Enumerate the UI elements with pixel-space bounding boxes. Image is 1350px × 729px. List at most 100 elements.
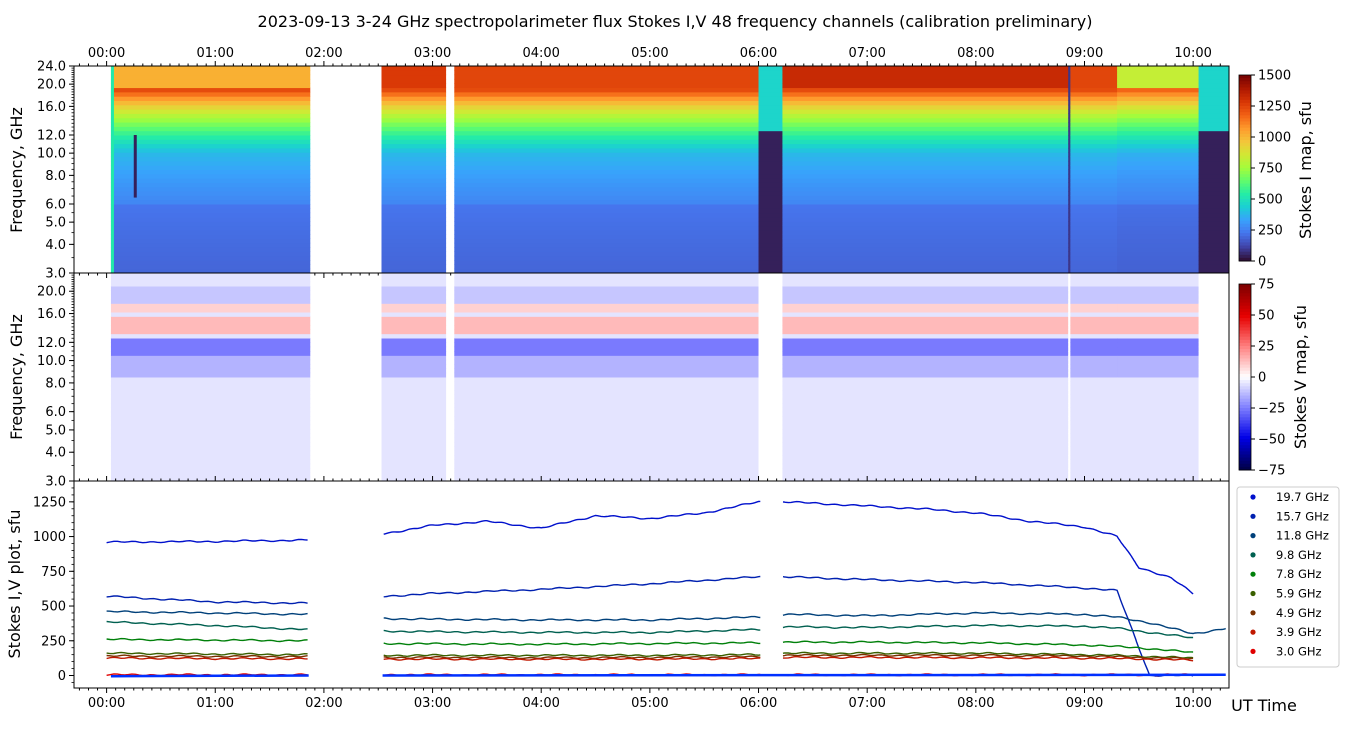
stokes-i-cell xyxy=(1068,264,1071,270)
stokes-v-cell xyxy=(1117,394,1200,400)
stokes-i-cell xyxy=(110,126,311,132)
stokes-i-cell xyxy=(110,139,311,145)
stokes-v-cell xyxy=(1117,342,1200,348)
stokes-v-cell xyxy=(782,390,1069,395)
stokes-i-cell xyxy=(381,104,447,110)
stokes-v-cell xyxy=(758,342,783,348)
stokes-v-cell xyxy=(381,390,447,395)
time-tick-label: 00:00 xyxy=(88,46,125,61)
stokes-i-cell xyxy=(381,186,447,192)
stokes-v-cell xyxy=(110,325,311,330)
stokes-i-cell xyxy=(1117,87,1200,93)
stokes-i-cell xyxy=(1198,251,1229,257)
stokes-i-cell xyxy=(1198,87,1229,93)
stokes-v-cell xyxy=(758,377,783,382)
colorbar-cell xyxy=(1239,146,1251,150)
stokes-i-cell xyxy=(454,247,760,252)
stokes-i-cell xyxy=(1117,91,1200,97)
stokes-i-cell xyxy=(758,70,783,76)
stokes-i-cell xyxy=(1068,83,1071,89)
stokes-i-cell xyxy=(1068,242,1071,248)
colorbar-cell xyxy=(1239,90,1251,95)
time-tick-label: 05:00 xyxy=(631,696,668,711)
stokes-v-cell xyxy=(782,424,1069,430)
colorbar-cell xyxy=(1239,454,1251,459)
stokes-i-cell xyxy=(454,208,760,214)
freq-tick-label: 16.0 xyxy=(37,100,66,115)
time-ticks-bottom: 00:00 01:00 02:00 03:00 04:00 05:00 06:00 07:00… xyxy=(78,476,1221,711)
stokes-v-cell xyxy=(1070,472,1118,478)
freq-tick-label: 6.0 xyxy=(45,405,66,420)
stokes-v-cell xyxy=(1198,303,1229,309)
stokes-v-cell xyxy=(381,299,447,304)
stokes-i-cell xyxy=(454,268,760,273)
stokes-i-cell xyxy=(110,113,311,119)
stokes-i-cell xyxy=(1198,96,1229,101)
time-tick-label: 02:00 xyxy=(305,696,342,711)
stokes-i-cell xyxy=(758,126,783,132)
stokes-v-cell xyxy=(1198,442,1229,447)
stokes-i-cell xyxy=(758,229,783,235)
stokes-v-cell xyxy=(381,433,447,439)
stokes-v-cell xyxy=(454,463,760,469)
stokes-i-cell xyxy=(1117,234,1200,239)
stokes-i-cell xyxy=(1070,251,1118,257)
stokes-i-streak xyxy=(133,135,137,198)
stokes-v-cell xyxy=(1198,459,1229,465)
freq-tick-label: 16.0 xyxy=(37,307,66,322)
stokes-i-cell xyxy=(1068,78,1071,84)
stokes-i-cell xyxy=(1117,225,1200,231)
colorbar-cell xyxy=(1239,137,1251,141)
stokes-v-cell xyxy=(1117,450,1200,456)
stokes-i-cell xyxy=(381,247,447,252)
legend-entry: 5.9 GHz xyxy=(1276,587,1322,601)
stokes-v-cell xyxy=(782,381,1069,387)
colorbar-cell xyxy=(1239,226,1251,231)
time-tick-label: 03:00 xyxy=(414,46,451,61)
stokes-i-cell xyxy=(782,143,1069,149)
stokes-i-cell xyxy=(1117,74,1200,80)
colorbar-cell xyxy=(1239,284,1251,288)
stokes-i-cell xyxy=(1198,212,1229,218)
stokes-i-cell xyxy=(1070,212,1118,218)
stokes-i-cell xyxy=(758,100,783,106)
legend-marker xyxy=(1250,513,1256,519)
colorbar-cell xyxy=(1239,223,1251,228)
stokes-i-cell xyxy=(758,160,783,166)
stokes-i-cell xyxy=(381,91,447,97)
stokes-v-cell xyxy=(1198,342,1229,348)
stokes-i-cell xyxy=(782,160,1069,166)
colorbar-cell xyxy=(1239,248,1251,253)
stokes-v-cell xyxy=(381,320,447,326)
stokes-v-cell xyxy=(758,472,783,478)
time-tick-label: 08:00 xyxy=(957,696,994,711)
stokes-i-cell xyxy=(381,139,447,145)
stokes-i-cell xyxy=(782,186,1069,192)
time-tick-label: 00:00 xyxy=(88,696,125,711)
stokes-i-cell xyxy=(1198,204,1229,209)
stokes-v-cell xyxy=(1070,277,1118,283)
stokes-i-cell xyxy=(1070,113,1118,119)
stokes-i-cell xyxy=(758,78,783,84)
legend-entry: 9.8 GHz xyxy=(1276,548,1322,562)
stokes-v-cell xyxy=(782,437,1069,443)
stokes-v-cell xyxy=(782,277,1069,283)
stokes-v-cell xyxy=(1068,333,1071,339)
stokes-v-cell xyxy=(1198,294,1229,300)
stokes-i-cell xyxy=(110,178,311,183)
stokes-v-cell xyxy=(1068,403,1071,408)
series-line xyxy=(106,637,1194,653)
stokes-i-cell xyxy=(1070,216,1118,222)
stokes-v-cell xyxy=(758,277,783,283)
colorbar-cell xyxy=(1239,311,1251,316)
stokes-v-cell xyxy=(454,325,760,330)
stokes-v-cell xyxy=(782,299,1069,304)
stokes-i-cell xyxy=(1070,147,1118,153)
stokes-v-cell xyxy=(1068,450,1071,456)
stokes-v-cell xyxy=(1068,472,1071,478)
stokes-v-cell xyxy=(1068,299,1071,304)
stokes-v-cell xyxy=(1068,437,1071,443)
colorbar-cell xyxy=(1239,183,1251,188)
stokes-i-cell xyxy=(1117,169,1200,175)
stokes-v-colorbar-label: Stokes V map, sfu xyxy=(1291,305,1310,449)
